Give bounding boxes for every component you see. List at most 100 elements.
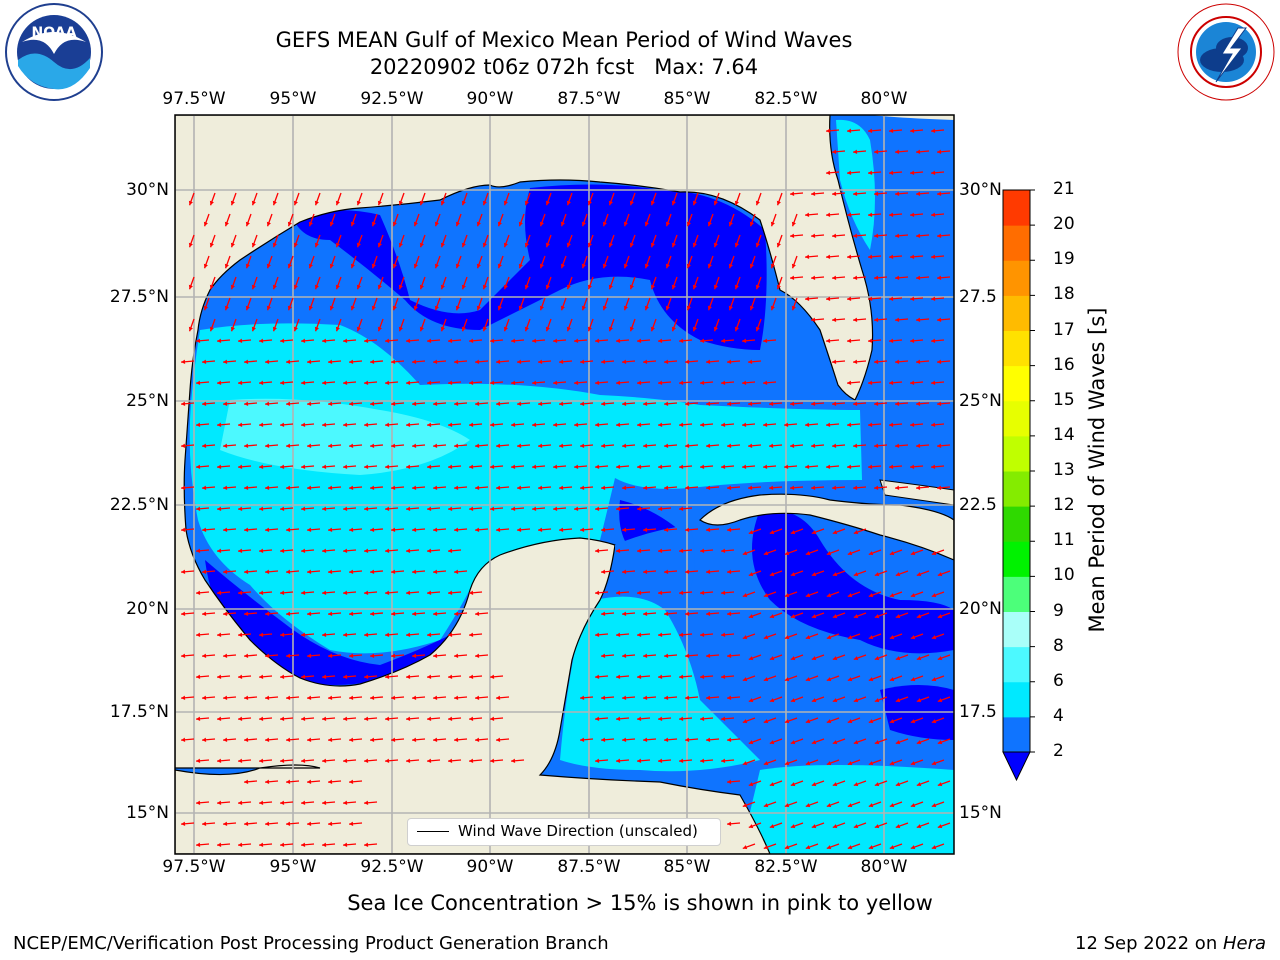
wind-arrow: [692, 234, 699, 248]
wind-arrow: [390, 527, 405, 532]
wind-arrow: [539, 297, 546, 311]
wind-arrow: [369, 737, 384, 742]
wind-arrow: [405, 590, 420, 595]
wind-arrow: [384, 548, 399, 553]
wind-arrow: [405, 758, 420, 763]
wind-arrow: [684, 695, 699, 700]
wind-arrow: [602, 213, 609, 227]
wind-arrow: [831, 317, 846, 322]
wind-arrow: [642, 527, 657, 532]
wind-arrow: [342, 842, 357, 847]
wind-arrow: [629, 192, 636, 206]
wind-arrow: [455, 255, 462, 269]
wind-arrow: [180, 401, 195, 406]
wind-arrow: [895, 696, 909, 703]
wind-arrow: [650, 276, 657, 290]
wind-arrow: [222, 443, 237, 448]
wind-arrow: [293, 276, 300, 290]
wind-arrow: [936, 359, 951, 364]
wind-arrow: [847, 759, 861, 766]
footer-date-text: 12 Sep 2022 on: [1075, 933, 1223, 954]
wind-arrow: [726, 527, 741, 532]
wind-arrow: [348, 821, 363, 826]
colorbar-tick-label: 13: [1053, 460, 1075, 480]
wind-arrow: [762, 422, 777, 427]
wind-arrow: [728, 213, 735, 227]
wind-arrow: [461, 192, 468, 206]
wind-arrow: [642, 485, 657, 490]
wind-arrow: [832, 528, 846, 535]
wind-arrow: [621, 359, 636, 364]
wind-arrow: [201, 359, 216, 364]
wind-arrow: [558, 527, 573, 532]
wind-arrow: [581, 255, 588, 269]
wind-arrow: [874, 696, 888, 703]
wind-arrow: [684, 443, 699, 448]
wind-arrow: [769, 738, 783, 745]
wind-arrow: [369, 611, 384, 616]
wind-arrow: [552, 338, 567, 343]
colorbar-segment: [1003, 400, 1030, 437]
wind-arrow: [867, 170, 882, 175]
wind-arrow: [272, 276, 279, 290]
wind-arrow: [258, 632, 273, 637]
wind-arrow: [453, 443, 468, 448]
lon-label-top: 87.5°W: [557, 89, 621, 109]
wind-arrow: [476, 255, 483, 269]
wind-arrow: [825, 170, 840, 175]
wind-arrow: [335, 318, 342, 332]
wind-arrow: [342, 716, 357, 721]
wind-arrow: [251, 318, 258, 332]
wind-arrow: [258, 422, 273, 427]
wind-arrow: [279, 758, 294, 763]
wind-arrow: [874, 738, 888, 745]
wind-arrow: [699, 590, 714, 595]
wind-arrow: [243, 653, 258, 658]
wind-arrow: [180, 695, 195, 700]
wind-arrow: [398, 234, 405, 248]
wind-arrow: [678, 548, 693, 553]
wind-arrow: [453, 359, 468, 364]
wind-arrow: [888, 422, 903, 427]
wind-arrow: [916, 738, 930, 745]
wind-arrow: [566, 192, 573, 206]
wind-arrow: [720, 590, 735, 595]
wind-arrow: [384, 338, 399, 343]
wind-arrow: [915, 317, 930, 322]
wind-arrow: [306, 653, 321, 658]
wind-arrow: [915, 443, 930, 448]
lat-label-right: 22.5: [959, 495, 997, 515]
wind-arrow: [600, 401, 615, 406]
wind-arrow: [426, 380, 441, 385]
wind-arrow: [636, 464, 651, 469]
wind-arrow: [665, 213, 672, 227]
wind-arrow: [608, 234, 615, 248]
colorbar-label: Mean Period of Wind Waves [s]: [1085, 307, 1109, 633]
wind-arrow: [222, 821, 237, 826]
wind-arrow: [747, 485, 762, 490]
wind-arrow: [873, 191, 888, 196]
wind-arrow: [747, 359, 762, 364]
wind-arrow: [825, 422, 840, 427]
wind-arrow: [726, 611, 741, 616]
wind-arrow: [222, 737, 237, 742]
wind-arrow: [308, 255, 315, 269]
colorbar-tick-label: 18: [1053, 284, 1075, 305]
wind-arrow: [264, 821, 279, 826]
wind-arrow: [222, 527, 237, 532]
wind-arrow: [665, 297, 672, 311]
wind-arrow: [889, 591, 903, 598]
wind-arrow: [419, 234, 426, 248]
wind-arrow: [621, 569, 636, 574]
wind-arrow: [594, 380, 609, 385]
wind-arrow: [321, 380, 336, 385]
wind-arrow: [720, 422, 735, 427]
wind-arrow: [699, 422, 714, 427]
wind-arrow: [195, 380, 210, 385]
wind-arrow: [279, 842, 294, 847]
wind-arrow: [846, 422, 861, 427]
wind-arrow: [909, 464, 924, 469]
wind-arrow: [894, 275, 909, 280]
wind-arrow: [447, 506, 462, 511]
wind-arrow: [657, 464, 672, 469]
